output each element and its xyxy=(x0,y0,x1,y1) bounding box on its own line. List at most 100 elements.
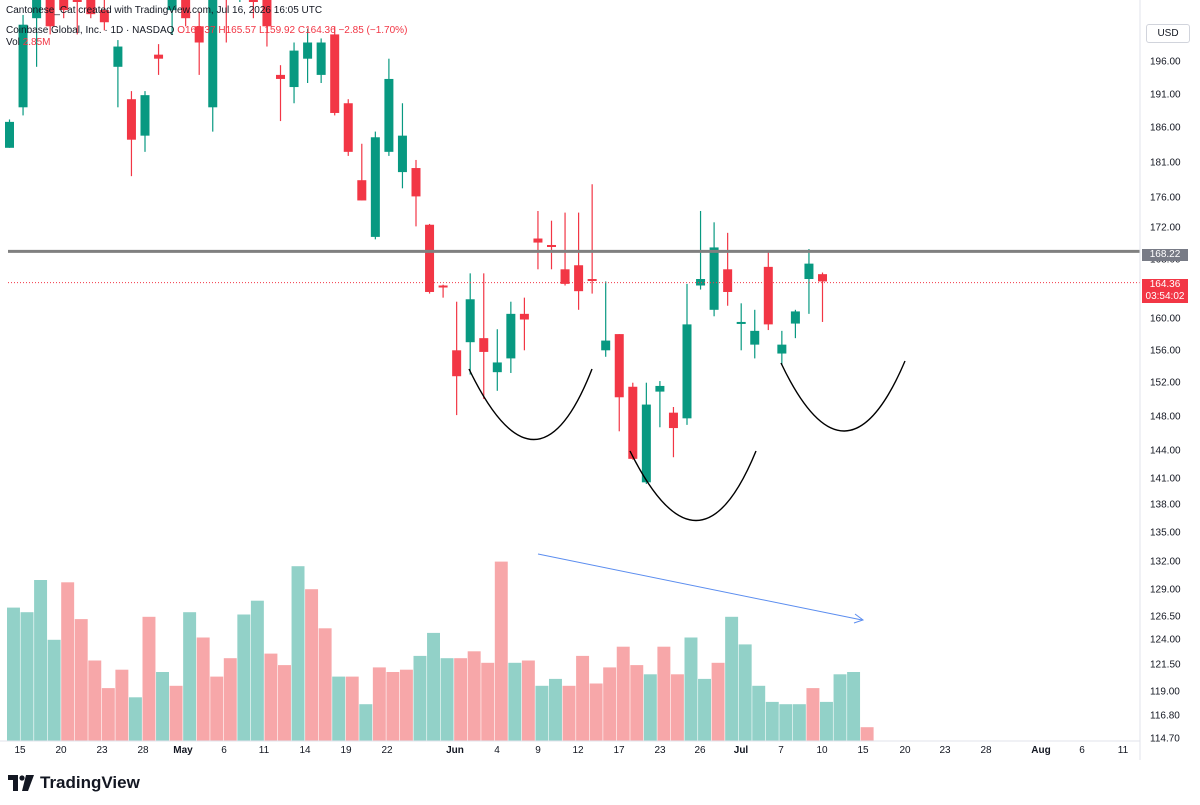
candle[interactable] xyxy=(628,382,638,460)
right-shoulder-arc[interactable] xyxy=(780,360,906,432)
candle[interactable] xyxy=(668,407,678,458)
candle[interactable] xyxy=(276,65,285,122)
volume-bar xyxy=(630,665,644,741)
candle[interactable] xyxy=(167,0,177,35)
candle[interactable] xyxy=(45,0,55,35)
candle[interactable] xyxy=(790,309,800,339)
candle[interactable] xyxy=(316,38,326,83)
tradingview-logo[interactable]: TradingView xyxy=(8,773,140,793)
x-tick-label: 15 xyxy=(14,745,26,756)
candle[interactable] xyxy=(736,303,746,351)
candle[interactable] xyxy=(560,212,570,286)
candle[interactable] xyxy=(818,272,827,322)
candle[interactable] xyxy=(614,334,624,432)
candle[interactable] xyxy=(411,159,421,227)
candle[interactable] xyxy=(641,382,651,484)
volume-bar xyxy=(467,651,481,741)
candle[interactable] xyxy=(289,42,299,104)
candle[interactable] xyxy=(32,0,42,67)
candle[interactable] xyxy=(235,0,244,2)
candle[interactable] xyxy=(655,381,665,428)
candle[interactable] xyxy=(86,0,96,19)
x-tick-label: 23 xyxy=(939,745,951,756)
volume-trend-arrow[interactable] xyxy=(537,553,863,621)
candle[interactable] xyxy=(330,26,340,116)
x-tick-label: Jul xyxy=(734,745,749,756)
candle-body xyxy=(723,269,733,292)
head-arc[interactable] xyxy=(629,450,757,522)
x-tick-label: May xyxy=(173,745,193,756)
x-tick-label: 9 xyxy=(535,745,541,756)
volume-bar xyxy=(820,701,833,741)
candle[interactable] xyxy=(777,330,787,365)
current-price-label: 164.36 03:54:02 xyxy=(1142,279,1188,303)
y-tick-label: 138.00 xyxy=(1150,500,1181,511)
candle-body xyxy=(140,95,150,136)
candle[interactable] xyxy=(370,131,380,240)
x-tick-label: Aug xyxy=(1031,745,1050,756)
candle-body xyxy=(736,321,746,324)
candle[interactable] xyxy=(682,283,692,425)
candle-body xyxy=(709,247,719,310)
candle[interactable] xyxy=(547,220,556,270)
candle[interactable] xyxy=(248,0,258,19)
candle[interactable] xyxy=(479,273,489,399)
candle-body xyxy=(804,263,814,280)
candle[interactable] xyxy=(763,251,773,331)
candle[interactable] xyxy=(357,143,367,201)
candle-body xyxy=(574,265,584,292)
candle[interactable] xyxy=(140,91,150,152)
candle[interactable] xyxy=(465,273,475,375)
candle[interactable] xyxy=(126,91,136,177)
volume-label: Vol xyxy=(6,37,20,48)
candle[interactable] xyxy=(262,0,272,47)
candle[interactable] xyxy=(750,309,760,359)
candle[interactable] xyxy=(99,0,109,31)
candle[interactable] xyxy=(533,210,543,270)
candle[interactable] xyxy=(519,297,529,351)
candle[interactable] xyxy=(222,0,231,43)
y-tick-label: 156.00 xyxy=(1150,346,1181,357)
candle[interactable] xyxy=(506,301,516,373)
candle[interactable] xyxy=(154,44,164,75)
candle[interactable] xyxy=(601,281,611,357)
volume-bar xyxy=(223,658,237,741)
candle[interactable] xyxy=(343,99,353,156)
currency-button[interactable]: USD xyxy=(1146,24,1190,43)
ohlc-open: O165.37 xyxy=(177,25,216,36)
candle-body xyxy=(357,180,367,201)
candle[interactable] xyxy=(452,301,462,416)
candle[interactable] xyxy=(113,40,123,108)
candle[interactable] xyxy=(425,223,435,294)
x-tick-label: 11 xyxy=(259,745,270,756)
candle[interactable] xyxy=(5,119,14,148)
candle[interactable] xyxy=(587,184,597,294)
volume-bar xyxy=(508,662,522,741)
volume-bar xyxy=(779,704,793,741)
candle[interactable] xyxy=(438,284,448,298)
candle[interactable] xyxy=(72,0,82,35)
volume-bar xyxy=(169,685,183,741)
volume-bar xyxy=(670,674,684,741)
candle[interactable] xyxy=(492,329,502,391)
volume-trend-arrowhead xyxy=(853,613,865,624)
left-shoulder-arc[interactable] xyxy=(468,368,593,441)
y-tick-label: 129.00 xyxy=(1150,585,1181,596)
tradingview-logo-icon xyxy=(8,775,34,791)
candle[interactable] xyxy=(194,11,204,75)
candle[interactable] xyxy=(59,0,69,19)
volume-bar xyxy=(291,566,305,741)
candle[interactable] xyxy=(181,0,191,27)
candle[interactable] xyxy=(18,14,28,116)
volume-bar xyxy=(833,674,847,741)
candle[interactable] xyxy=(723,232,733,306)
candle[interactable] xyxy=(208,0,218,132)
candle[interactable] xyxy=(303,28,313,83)
x-tick-label: 23 xyxy=(96,745,108,756)
candle[interactable] xyxy=(384,58,394,156)
candle[interactable] xyxy=(804,249,814,314)
candle[interactable] xyxy=(709,222,719,317)
candle[interactable] xyxy=(574,212,584,310)
candle[interactable] xyxy=(397,103,407,189)
